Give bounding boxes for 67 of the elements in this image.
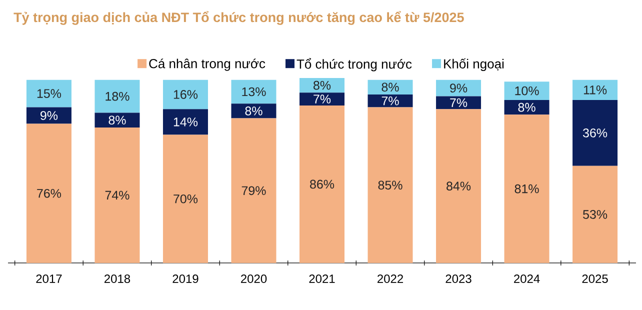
data-label: 8% xyxy=(382,82,399,92)
bar xyxy=(572,166,618,263)
x-tick-label: 2023 xyxy=(446,274,472,284)
legend-label: Khối ngoại xyxy=(444,58,504,72)
bar xyxy=(94,80,140,113)
bar xyxy=(231,118,276,263)
bar xyxy=(368,107,413,263)
bar xyxy=(162,134,208,263)
data-label: 76% xyxy=(37,188,62,198)
data-label: 36% xyxy=(582,128,608,138)
data-label: 10% xyxy=(515,86,539,96)
chart-title: Tỷ trọng giao dịch của NĐT Tổ chức trong nước tăng cao kể từ 5/2025 xyxy=(14,11,464,25)
data-label: 14% xyxy=(174,118,198,126)
data-label: 53% xyxy=(583,210,608,219)
bar xyxy=(504,82,550,100)
bar xyxy=(231,104,276,118)
x-tick-label: 2020 xyxy=(240,274,267,284)
data-label: 84% xyxy=(446,182,471,190)
bar xyxy=(572,80,618,100)
bar xyxy=(436,80,482,96)
x-tick-label: 2022 xyxy=(378,274,403,284)
data-label: 11% xyxy=(584,86,607,94)
x-tick-label: 2019 xyxy=(172,274,198,284)
data-label: 79% xyxy=(242,186,266,196)
bar xyxy=(368,80,413,94)
data-label: 15% xyxy=(37,89,62,98)
bar xyxy=(368,94,413,108)
data-label: 7% xyxy=(382,96,399,106)
x-tick-label: 2025 xyxy=(582,274,608,284)
data-label: 8% xyxy=(314,80,331,90)
data-label: 9% xyxy=(450,84,468,92)
x-tick-label: 2024 xyxy=(514,274,540,284)
data-label: 86% xyxy=(310,180,334,189)
bar xyxy=(162,80,208,110)
data-label: 8% xyxy=(245,106,262,116)
data-label: 16% xyxy=(174,90,198,99)
data-label: 74% xyxy=(105,190,130,200)
bar xyxy=(300,92,344,106)
data-label: 7% xyxy=(450,98,468,108)
bar xyxy=(504,114,550,263)
bar xyxy=(94,127,140,263)
bar xyxy=(26,124,72,263)
bar xyxy=(504,100,550,115)
data-label: 18% xyxy=(106,92,130,101)
data-label: 8% xyxy=(518,102,536,112)
bar xyxy=(26,80,72,108)
data-label: 7% xyxy=(314,94,331,104)
x-tick-label: 2018 xyxy=(104,274,130,284)
legend-label: Tổ chức trong nước xyxy=(296,58,412,72)
bar xyxy=(300,78,344,93)
data-label: 9% xyxy=(40,111,58,120)
bar xyxy=(436,96,482,110)
bar xyxy=(231,80,276,104)
bar xyxy=(162,109,208,135)
bar xyxy=(572,100,618,166)
data-label: 70% xyxy=(174,194,198,204)
bar xyxy=(26,107,72,124)
x-tick-label: 2021 xyxy=(309,274,335,284)
data-label: 8% xyxy=(108,116,126,125)
bar xyxy=(436,109,482,263)
legend-label: Cá nhân trong nước xyxy=(149,58,266,71)
data-label: 85% xyxy=(378,180,402,190)
data-label: 81% xyxy=(514,184,539,194)
x-tick-label: 2017 xyxy=(36,274,62,284)
bar xyxy=(300,105,344,263)
data-label: 13% xyxy=(242,87,266,96)
bar xyxy=(94,112,140,128)
